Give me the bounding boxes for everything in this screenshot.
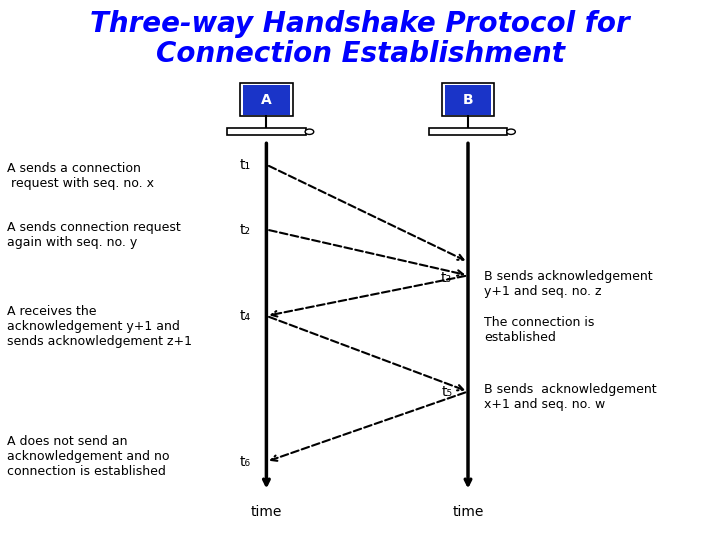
Text: t₂: t₂ xyxy=(240,222,251,237)
Text: time: time xyxy=(452,505,484,519)
Text: The connection is
established: The connection is established xyxy=(484,316,594,344)
Bar xyxy=(442,84,495,117)
Bar xyxy=(428,129,508,136)
Text: t₆: t₆ xyxy=(240,455,251,469)
Text: t₅: t₅ xyxy=(441,384,452,399)
Text: A does not send an
acknowledgement and no
connection is established: A does not send an acknowledgement and n… xyxy=(7,435,170,478)
Text: time: time xyxy=(251,505,282,519)
Bar xyxy=(240,84,292,117)
Text: Three-way Handshake Protocol for: Three-way Handshake Protocol for xyxy=(90,10,630,38)
Text: A receives the
acknowledgement y+1 and
sends acknowledgement z+1: A receives the acknowledgement y+1 and s… xyxy=(7,305,192,348)
Text: A: A xyxy=(261,93,271,107)
Text: B: B xyxy=(463,93,473,107)
Ellipse shape xyxy=(507,129,516,134)
Text: A sends a connection
 request with seq. no. x: A sends a connection request with seq. n… xyxy=(7,162,154,190)
Text: t₄: t₄ xyxy=(240,309,251,323)
Text: t₃: t₃ xyxy=(441,271,452,285)
Bar xyxy=(243,85,289,115)
Bar xyxy=(445,85,492,115)
Text: B sends  acknowledgement
x+1 and seq. no. w: B sends acknowledgement x+1 and seq. no.… xyxy=(484,383,657,411)
Text: Connection Establishment: Connection Establishment xyxy=(156,40,564,68)
Text: B sends acknowledgement
y+1 and seq. no. z: B sends acknowledgement y+1 and seq. no.… xyxy=(484,270,652,298)
Ellipse shape xyxy=(305,129,314,134)
Text: t₁: t₁ xyxy=(240,158,251,172)
Text: A sends connection request
again with seq. no. y: A sends connection request again with se… xyxy=(7,221,181,249)
Bar xyxy=(227,129,306,136)
